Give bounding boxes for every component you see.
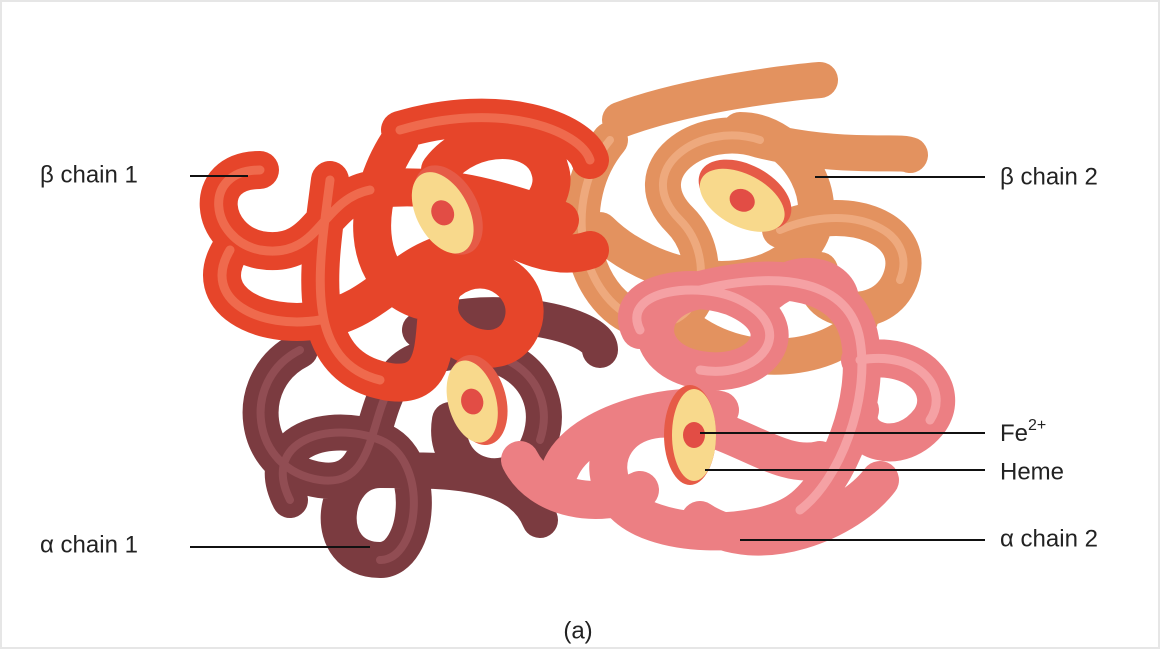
label: α chain 2 <box>1000 525 1098 552</box>
hemoglobin-diagram: β chain 1 α chain 1 β chain 2 Fe2+ Heme … <box>0 0 1160 649</box>
label: β chain 2 <box>1000 163 1098 190</box>
label: β chain 1 <box>40 161 138 188</box>
label: Heme <box>1000 458 1064 485</box>
label: α chain 1 <box>40 531 138 558</box>
caption: (a) <box>563 617 592 644</box>
label-text: Fe <box>1000 420 1028 447</box>
label-superscript: 2+ <box>1028 417 1046 434</box>
